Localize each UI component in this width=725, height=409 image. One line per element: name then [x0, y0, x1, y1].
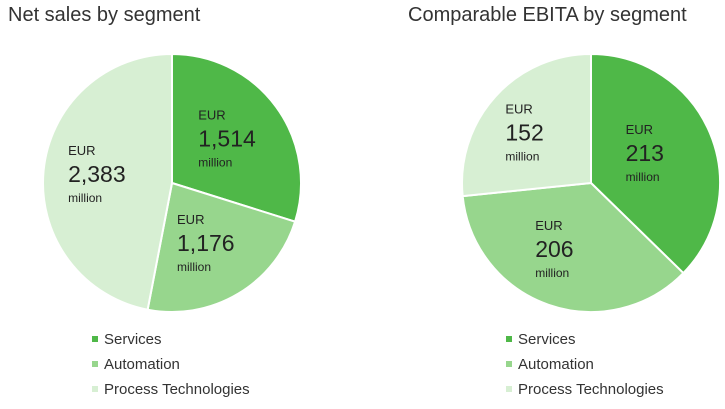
slice-label-currency: EUR [198, 107, 225, 122]
slice-label-currency: EUR [505, 102, 532, 117]
pie-slice-automation [146, 181, 297, 313]
legend-item-automation: Automation [92, 356, 250, 381]
legend-swatch [92, 336, 98, 343]
net-sales-legend: Services Automation Process Technologies [92, 331, 250, 406]
net-sales-chart: Net sales by segment EUR 1,514 million EUR 1… [0, 0, 360, 409]
slice-label-process-technologies: EUR 152 million [505, 102, 543, 164]
legend-swatch [506, 336, 512, 343]
slice-label-currency: EUR [535, 218, 562, 233]
slice-label-services: EUR 213 million [626, 122, 664, 184]
pie-slice-services [171, 52, 302, 223]
net-sales-pie: EUR 1,514 million EUR 1,176 million EUR 2,383 mi… [42, 52, 302, 313]
slice-value-label: 152 [505, 120, 543, 146]
slice-label-currency: EUR [177, 212, 204, 227]
slice-value-label: 213 [626, 140, 664, 166]
pie-slice-process-technologies [461, 52, 592, 198]
chart-title: Net sales by segment [8, 4, 201, 26]
slice-label-currency: EUR [68, 143, 95, 158]
pie-slice-process-technologies [42, 52, 173, 311]
slice-label-unit: million [505, 150, 539, 164]
slice-value-label: 2,383 [68, 161, 126, 187]
comparable-ebita-pie: EUR 213 million EUR 206 million EUR 152 million [461, 52, 721, 313]
slice-label-automation: EUR 206 million [535, 218, 573, 280]
slice-label-unit: million [626, 170, 660, 184]
pie-slice-services [590, 52, 721, 275]
legend-label: Process Technologies [104, 381, 250, 398]
slice-label-unit: million [535, 266, 569, 280]
legend-label: Services [104, 331, 162, 348]
legend-label: Services [518, 331, 576, 348]
slice-label-currency: EUR [626, 122, 653, 137]
comparable-ebita-chart: Comparable EBITA by segment EUR 213 millio… [365, 0, 725, 409]
slice-label-automation: EUR 1,176 million [177, 212, 235, 274]
legend-item-process-technologies: Process Technologies [506, 381, 664, 406]
slice-label-unit: million [177, 260, 211, 274]
legend-item-services: Services [506, 331, 664, 356]
legend-swatch [506, 361, 512, 368]
legend-label: Automation [518, 356, 594, 373]
legend-item-services: Services [92, 331, 250, 356]
legend-item-process-technologies: Process Technologies [92, 381, 250, 406]
slice-value-label: 1,176 [177, 230, 235, 256]
slice-label-unit: million [198, 155, 232, 169]
legend-label: Process Technologies [518, 381, 664, 398]
slice-label-unit: million [68, 191, 102, 205]
comparable-ebita-legend: Services Automation Process Technologies [506, 331, 664, 406]
slice-value-label: 1,514 [198, 125, 256, 151]
legend-swatch [92, 361, 98, 368]
legend-item-automation: Automation [506, 356, 664, 381]
slice-label-services: EUR 1,514 million [198, 107, 256, 169]
legend-swatch [506, 386, 512, 393]
slice-value-label: 206 [535, 236, 573, 262]
legend-swatch [92, 386, 98, 393]
pie-slice-automation [461, 181, 685, 313]
slice-label-process-technologies: EUR 2,383 million [68, 143, 126, 205]
legend-label: Automation [104, 356, 180, 373]
chart-title: Comparable EBITA by segment [408, 4, 687, 26]
